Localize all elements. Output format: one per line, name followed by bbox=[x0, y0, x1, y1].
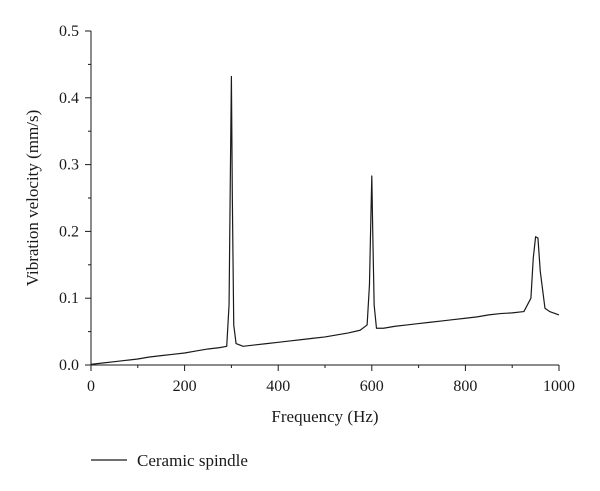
y-ticks: 0.0 0.1 0.2 0.3 0.4 0.5 bbox=[59, 23, 91, 374]
legend-label: Ceramic spindle bbox=[137, 451, 248, 470]
x-ticks: 0 200 400 600 800 1000 bbox=[87, 365, 575, 395]
x-tick-label: 600 bbox=[360, 378, 384, 395]
series-line bbox=[90, 75, 560, 365]
y-tick-label: 0.2 bbox=[59, 223, 79, 240]
legend: Ceramic spindle bbox=[91, 451, 248, 470]
x-tick-label: 400 bbox=[266, 378, 290, 395]
plot-area bbox=[90, 75, 560, 365]
y-axis-title: Vibration velocity (mm/s) bbox=[23, 110, 42, 287]
y-tick-label: 0.3 bbox=[59, 157, 79, 174]
x-tick-label: 1000 bbox=[543, 378, 575, 395]
y-tick-label: 0.4 bbox=[59, 90, 79, 107]
x-tick-label: 800 bbox=[453, 378, 477, 395]
y-tick-label: 0.5 bbox=[59, 23, 79, 40]
x-tick-label: 0 bbox=[87, 378, 95, 395]
x-axis-title: Frequency (Hz) bbox=[271, 407, 378, 426]
y-tick-label: 0.1 bbox=[59, 290, 79, 307]
y-tick-label: 0.0 bbox=[59, 357, 79, 374]
x-tick-label: 200 bbox=[173, 378, 197, 395]
